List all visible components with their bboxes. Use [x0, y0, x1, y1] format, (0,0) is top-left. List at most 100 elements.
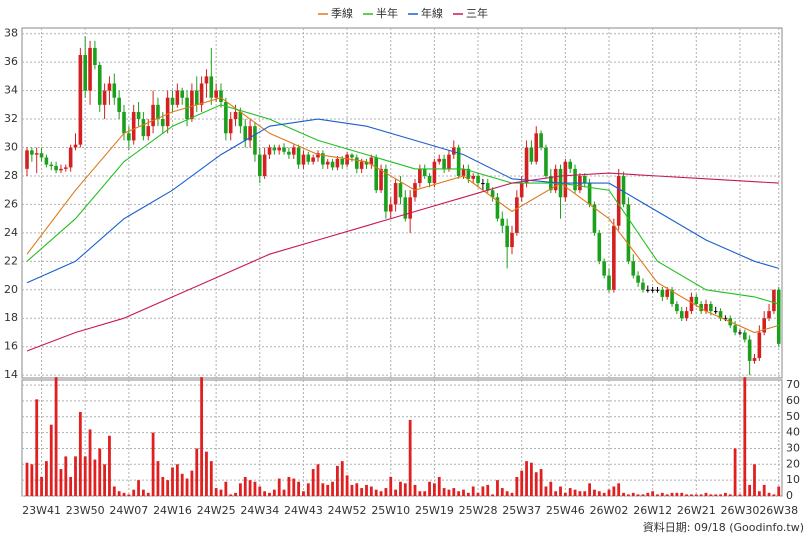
volume-bar [471, 486, 475, 496]
candle-body [592, 204, 597, 233]
volume-bar [263, 491, 267, 496]
volume-bar [549, 481, 553, 496]
candle-body [306, 154, 311, 162]
candle-body [534, 133, 539, 162]
candle-body [616, 175, 621, 226]
candle-body [335, 158, 340, 168]
volume-bar [365, 484, 368, 496]
volume-bar [685, 494, 688, 496]
candle-body [529, 147, 534, 162]
candle-body [519, 183, 524, 198]
volume-bar [699, 494, 703, 496]
x-tick-label: 24W43 [284, 504, 323, 517]
x-tick-label: 23W41 [22, 504, 61, 517]
candle-body [97, 64, 102, 105]
footer: 資料日期: 09/18 (Goodinfo.tw) [643, 520, 804, 534]
volume-bar [234, 492, 237, 496]
candle-body [379, 168, 383, 191]
y-tick-label: 18 [4, 311, 18, 324]
candle-body [772, 289, 776, 312]
volume-bar [447, 489, 451, 496]
candle-body [321, 153, 325, 165]
volume-bar [500, 488, 504, 496]
candle-body [752, 358, 757, 361]
volume-bar [394, 489, 397, 496]
candle-body [287, 151, 291, 155]
volume-bar [132, 489, 136, 496]
candle-body [49, 164, 54, 167]
volume-bar [171, 467, 174, 496]
candle-body [282, 147, 286, 152]
candle-body [296, 147, 301, 165]
volume-bar [40, 476, 43, 496]
volume-bar [617, 483, 621, 496]
candle-body [369, 157, 374, 165]
candle-body [112, 83, 117, 98]
candle-body [238, 111, 243, 127]
volume-bar [345, 475, 349, 496]
volume-bar [515, 476, 519, 496]
candle-body [776, 289, 781, 344]
x-tick-label: 25W37 [502, 504, 541, 517]
candle-body [350, 154, 354, 158]
volume-bar [568, 488, 572, 496]
volume-bar [272, 489, 276, 496]
volume-bar [680, 492, 684, 496]
candle-body [272, 147, 277, 151]
candle-body [384, 168, 388, 212]
volume-bar [54, 377, 58, 496]
candle-body [563, 161, 568, 198]
candle-body [180, 90, 184, 98]
candle-body [194, 90, 199, 105]
ma-line [26, 172, 779, 352]
volume-tick-label: 0 [786, 489, 793, 502]
volume-bar [641, 494, 645, 496]
candle-body [597, 232, 602, 262]
volume-bar [340, 461, 344, 496]
candle-body [481, 183, 485, 185]
candle-body [364, 161, 369, 165]
candle-body [432, 161, 437, 184]
volume-bar [481, 486, 485, 496]
candle-body [733, 325, 737, 333]
legend: 季線 半年 年線 三年 [318, 6, 488, 20]
volume-bar [321, 483, 325, 496]
x-tick-label: 23W50 [66, 504, 105, 517]
candle-body [228, 119, 233, 134]
candle-body [476, 175, 480, 184]
volume-bar [777, 486, 781, 496]
volume-bar [694, 494, 698, 496]
candle-body [553, 168, 558, 191]
candle-body [127, 133, 131, 141]
candle-body [161, 119, 165, 127]
volume-bar [505, 491, 509, 496]
x-tick-label: 24W07 [109, 504, 148, 517]
volume-bar [510, 492, 514, 496]
volume-bar [350, 484, 354, 496]
volume-bar [98, 448, 102, 496]
candle-body [291, 147, 296, 155]
volume-bar [219, 489, 223, 496]
candle-body [670, 289, 674, 305]
volume-bar [762, 484, 766, 496]
candle-body [743, 332, 747, 340]
candle-body [718, 311, 723, 319]
candle-body [767, 311, 771, 319]
volume-bar [180, 473, 184, 496]
candle-body [418, 168, 422, 184]
volume-bar [719, 494, 722, 496]
x-tick-label: 26W12 [633, 504, 672, 517]
candle-body [456, 147, 461, 176]
candle-body [490, 190, 495, 198]
volume-bar [559, 486, 562, 496]
volume-bar [690, 494, 693, 496]
y-tick-label: 20 [4, 283, 18, 296]
candle-body [461, 168, 466, 176]
candle-body [626, 204, 631, 262]
candle-body [170, 97, 175, 105]
volume-tick-label: 60 [786, 394, 800, 407]
candle-body [146, 126, 151, 137]
x-tick-label: 25W28 [459, 504, 498, 517]
volume-bar [83, 456, 87, 496]
candle-body [587, 183, 592, 205]
